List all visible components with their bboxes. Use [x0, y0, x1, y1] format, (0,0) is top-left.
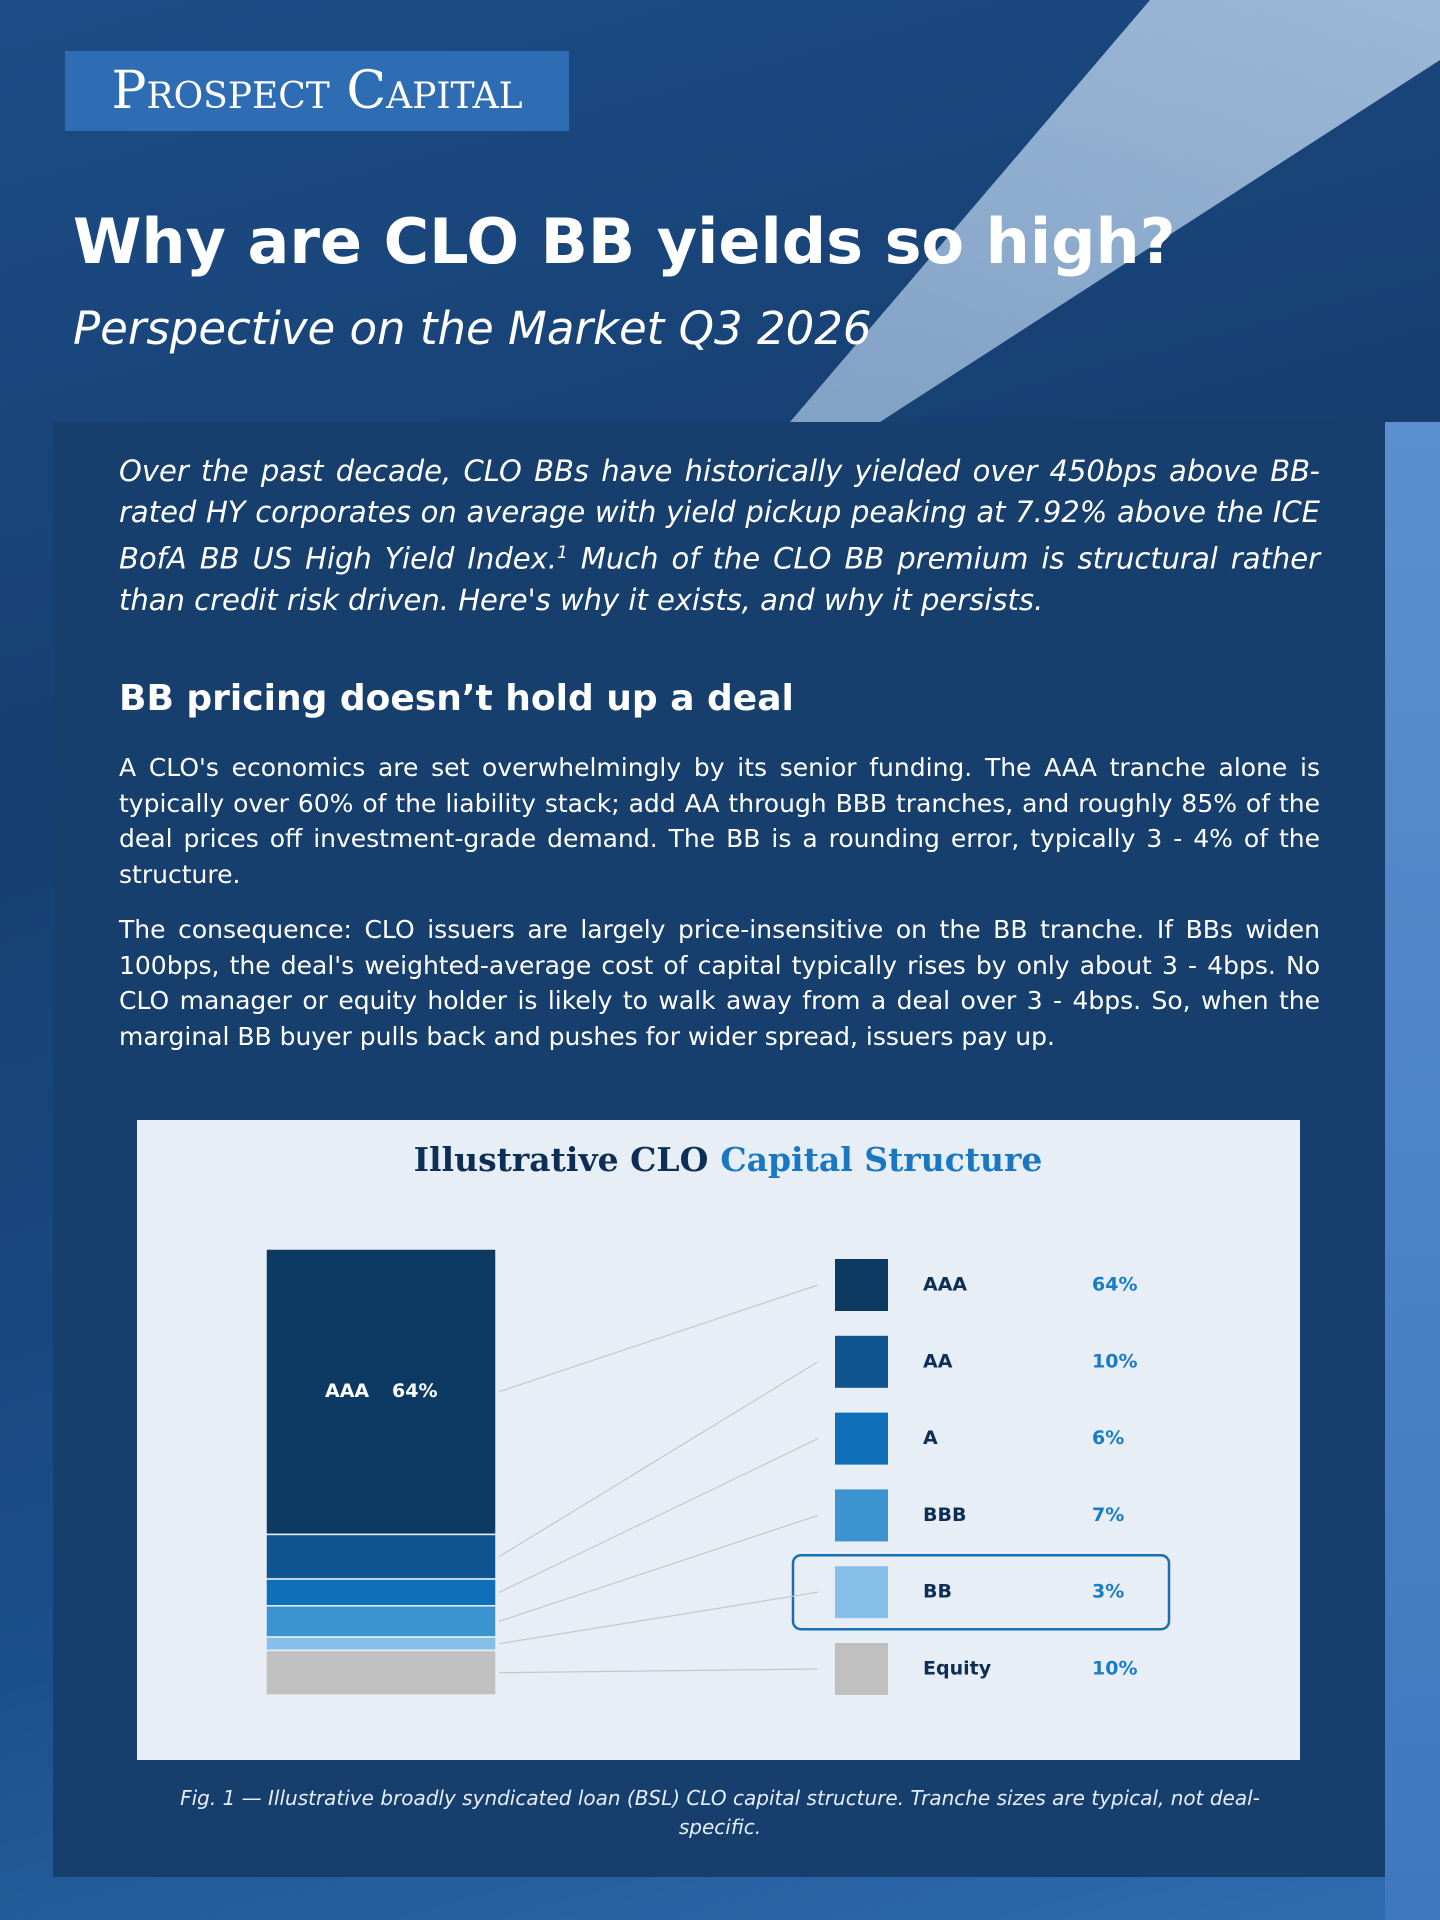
value-label: 6% [1092, 1427, 1124, 1449]
value-label: 10% [1092, 1350, 1137, 1372]
connector [498, 1668, 819, 1674]
legend-label: BBB [923, 1504, 966, 1526]
connector [498, 1514, 819, 1622]
legend-swatch [835, 1489, 888, 1542]
intro: Over the past decade, CLO BBs have histo… [119, 451, 1320, 621]
subtitle: Perspective on the Market Q3 2026 [73, 302, 872, 355]
value-label: 7% [1092, 1504, 1124, 1526]
logo: Prospect Capital [65, 51, 569, 131]
bar-label: 64% [392, 1380, 437, 1402]
chart-title-part: Illustrative CLO [414, 1140, 709, 1179]
connector [498, 1284, 819, 1393]
bar-segment [265, 1578, 497, 1607]
paragraph: A CLO's economics are set overwhelmingly… [119, 753, 1320, 889]
legend-label: BB [923, 1581, 952, 1603]
background-side [1385, 422, 1440, 1920]
legend-swatch [835, 1412, 888, 1465]
connector [498, 1361, 819, 1558]
value-label: 10% [1092, 1658, 1137, 1680]
legend-swatch [835, 1566, 888, 1619]
intro-text: Over the past decade, CLO BBs have histo… [119, 454, 1320, 576]
chart-title-part: Capital Structure [720, 1140, 1042, 1179]
bar-segment [265, 1636, 497, 1652]
bar-label: AAA [325, 1380, 369, 1402]
value-label: 3% [1092, 1581, 1124, 1603]
section-heading: BB pricing doesn’t hold up a deal [119, 678, 794, 719]
connector [498, 1591, 819, 1645]
chart-title: Illustrative CLO Capital Structure [414, 1140, 1043, 1179]
footnote-marker: 1 [556, 543, 568, 563]
caption: Fig. 1 — Illustrative broadly syndicated… [180, 1786, 1260, 1839]
legend-swatch [835, 1335, 888, 1388]
highlight-box [791, 1553, 1171, 1631]
bar-segment [265, 1605, 497, 1638]
chart: Illustrative CLO Capital Structure AAA 64%… [137, 1120, 1300, 1760]
bar-segment [265, 1649, 497, 1696]
legend-swatch [835, 1259, 888, 1311]
bar-segment [265, 1533, 497, 1580]
intro-text: Much of the CLO BB premium is structural… [119, 541, 1320, 617]
legend-label: AAA [923, 1274, 967, 1296]
paragraph: The consequence: CLO issuers are largely… [119, 915, 1320, 1051]
legend-label: A [923, 1427, 938, 1449]
legend-label: AA [923, 1350, 953, 1372]
bar-segment [265, 1248, 497, 1536]
value-label: 64% [1092, 1274, 1137, 1296]
legend-label: Equity [923, 1658, 992, 1680]
title: Why are CLO BB yields so high? [73, 205, 1176, 278]
legend-swatch [835, 1643, 888, 1695]
connector [498, 1438, 819, 1593]
